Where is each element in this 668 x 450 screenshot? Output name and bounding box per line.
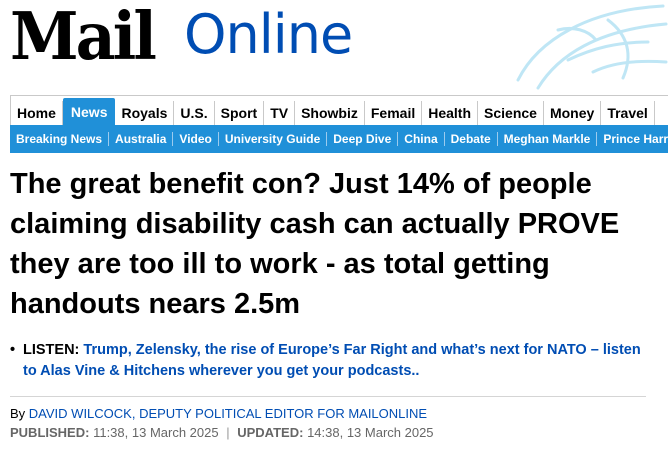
listen-bullet: • LISTEN: Trump, Zelensky, the rise of E… [10,340,650,382]
nav-item-tv[interactable]: TV [264,101,296,125]
subnav-australia[interactable]: Australia [109,132,174,146]
subnav-video[interactable]: Video [173,132,219,146]
masthead: Mail Online [0,0,668,92]
published-time: 11:38, 13 March 2025 [93,425,219,440]
nav-item-royals[interactable]: Royals [115,101,175,125]
podcast-link[interactable]: Trump, Zelensky, the rise of Europe’s Fa… [23,342,641,379]
updated-label: UPDATED: [237,425,304,440]
byline-prefix: By [10,406,26,421]
article-headline: The great benefit con? Just 14% of peopl… [10,168,620,320]
logo-mail[interactable]: Mail [10,0,157,75]
subnav-debate[interactable]: Debate [445,132,498,146]
logo-online[interactable]: Online [184,3,353,66]
subnav-breaking-news[interactable]: Breaking News [10,132,110,146]
nav-item-showbiz[interactable]: Showbiz [295,101,365,125]
nav-item-health[interactable]: Health [422,101,479,125]
secondary-nav: Breaking News Australia Video University… [10,125,668,153]
bullet-text: LISTEN: Trump, Zelensky, the rise of Eur… [23,340,650,382]
byline: By DAVID WILCOCK, DEPUTY POLITICAL EDITO… [10,406,427,421]
nav-item-news[interactable]: News [62,98,116,125]
nav-item-sport[interactable]: Sport [215,101,265,125]
updated-time: 14:38, 13 March 2025 [307,425,434,440]
nav-item-travel[interactable]: Travel [601,101,655,125]
author-link[interactable]: DAVID WILCOCK, DEPUTY POLITICAL EDITOR F… [28,406,428,421]
subnav-university-guide[interactable]: University Guide [219,132,328,146]
nav-item-home[interactable]: Home [11,101,63,125]
watermark-graphic [516,4,668,90]
nav-item-money[interactable]: Money [544,101,602,125]
subnav-meghan-markle[interactable]: Meghan Markle [498,132,598,146]
subnav-deep-dive[interactable]: Deep Dive [327,132,399,146]
article-dates: PUBLISHED: 11:38, 13 March 2025 | UPDATE… [10,425,434,440]
nav-item-science[interactable]: Science [478,101,544,125]
bullet-dot: • [10,342,16,358]
published-label: PUBLISHED: [10,425,90,440]
nav-item-femail[interactable]: Femail [365,101,423,125]
subnav-prince-harry[interactable]: Prince Harry [603,132,668,146]
primary-nav: Home News Royals U.S. Sport TV Showbiz F… [10,95,668,125]
bullet-label: LISTEN: [23,342,80,358]
nav-item-us[interactable]: U.S. [174,101,215,125]
subnav-china[interactable]: China [398,132,445,146]
divider [10,396,646,397]
date-separator: | [226,425,230,440]
